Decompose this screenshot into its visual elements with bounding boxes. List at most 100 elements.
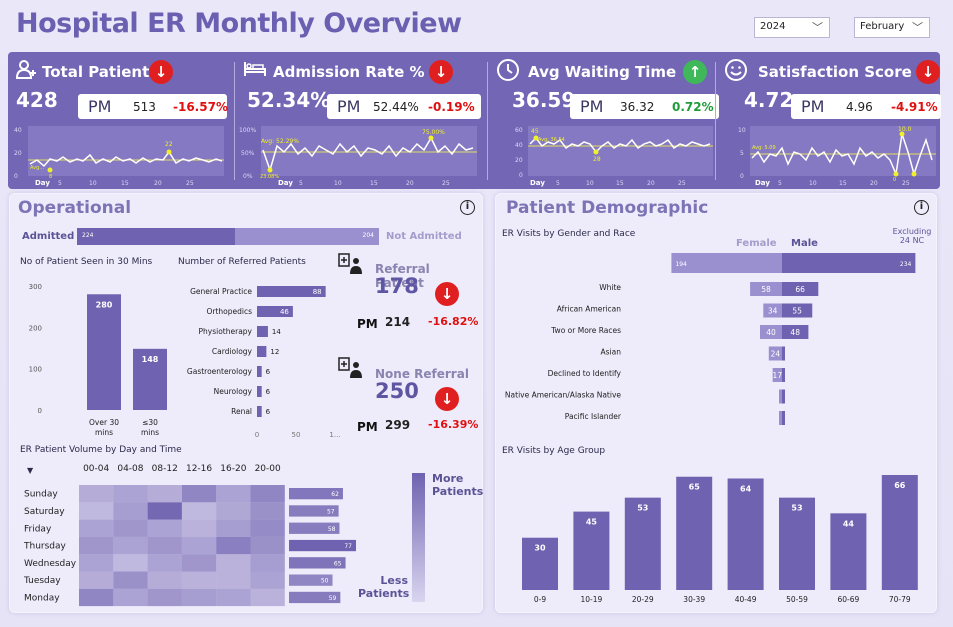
category-label: Gastroenterology [187,367,253,376]
data-label: 57 [327,508,335,515]
month-select[interactable]: February ﹀ [854,17,930,38]
total-bar [289,505,339,517]
none-referral-pm-value: 299 [385,418,411,432]
bar [257,386,262,397]
x-tick: 15 [616,180,624,187]
legend-more-label: More Patients [432,472,484,498]
age-title: ER Visits by Age Group [502,446,606,456]
data-label: 50 [321,578,329,585]
data-label: 55 [792,307,802,316]
heatmap-cell [113,588,148,607]
divider [487,62,488,180]
referral-pm-value: 214 [385,315,411,329]
heatmap-cell [113,571,148,589]
sort-caret-icon[interactable]: ▼ [27,466,34,475]
spark-avg-waiting-time: 60 40 20 0 45 Avg: 36.54 28 Day 5 10 15 … [515,126,713,187]
heatmap-cell [181,502,217,520]
heatmap-cell [250,536,285,555]
heatmap-cell [216,588,251,607]
info-icon[interactable]: i [914,200,929,215]
admitted-bar: 224 [77,228,235,245]
data-label: 6 [266,368,271,376]
data-label: 280 [96,300,113,309]
heatmap-cell [147,554,182,572]
pm-value: 52.44% [373,100,419,114]
x-tick: 25 [186,180,194,187]
y-tick: 0 [14,173,18,180]
bar [881,475,918,590]
bar [257,406,262,417]
row-label: Tuesday [23,576,61,586]
not-admitted-bar: 204 [235,228,379,245]
heatmap-cell [79,536,114,555]
y-tick: 50% [241,150,255,157]
x-tick: 25 [678,180,686,187]
data-label: 66 [894,481,906,490]
category-label: African American [557,305,621,314]
spark-admission-rate: 100% 50% 0% 75.00% Avg: 52.29% 23.08% Da… [239,126,477,187]
info-icon[interactable]: i [460,200,475,215]
max-label: 75.00% [422,129,445,136]
data-label: 66 [795,285,805,294]
row-label: Sunday [24,490,58,500]
x-tick: 5 [299,180,303,187]
x-tick: 20 [406,180,414,187]
admitted-value: 224 [82,232,94,239]
column-header: 00-04 [83,464,109,474]
row-label: Wednesday [24,559,77,569]
kpi-pm-box: PM 52.44% -0.19% [327,94,481,119]
heatmap-cell [216,519,251,537]
male-bar [782,411,785,425]
male-total-bar [782,253,916,273]
kpi-value: 4.72 [744,88,794,112]
page-title: Hospital ER Monthly Overview [16,8,462,39]
pm-value: 4.96 [846,100,873,114]
female-bar [760,325,782,339]
x-tick: 5 [556,180,560,187]
pm-change: -16.57% [173,100,228,114]
kpi-pm-box: PM 4.96 -4.91% [791,94,941,119]
male-bar [782,282,819,296]
y-tick: 40 [14,127,22,134]
max-label: 45 [531,128,539,135]
heatmap-cell [216,485,251,503]
year-select-value: 2024 [760,21,786,32]
y-tick: 10 [738,127,746,134]
spark-total-patient: 40 20 0 22 Avg... 8 Day 5 10 15 20 25 [14,126,224,187]
category-label: Orthopedics [206,307,252,316]
heatmap-cell [147,571,182,589]
avg-label: Avg: 52.29% [261,138,299,145]
heatmap-cell [250,554,285,572]
bar [257,366,262,377]
y-tick: 5 [740,150,744,157]
year-select[interactable]: 2024 ﹀ [754,17,830,38]
pm-change: 0.72% [672,100,714,114]
data-label: 77 [344,543,352,550]
data-label: 17 [773,371,783,380]
data-label: 46 [280,308,289,316]
heatmap-cell [113,519,148,537]
gender-title: ER Visits by Gender and Race [502,229,636,239]
column-header: 16-20 [220,464,246,474]
max-label: 22 [165,141,173,148]
x-label: 20-29 [632,595,654,604]
pm-label: PM [88,97,112,116]
not-admitted-label: Not Admitted [386,231,462,242]
category-label: Neurology [214,387,253,396]
x-label: 30-39 [683,595,705,604]
heatmap-cell [79,485,114,503]
x-label: Day [755,179,770,187]
column-header: 20-00 [255,464,281,474]
heatmap-cell [250,502,285,520]
heatmap-cell [147,588,182,607]
data-label: 40 [766,328,776,337]
data-label: 64 [740,484,752,493]
month-select-value: February [860,21,905,32]
legend-gradient [412,473,425,602]
arrow-down-icon: ↓ [916,60,940,84]
kpi-title: Admission Rate % [273,63,425,81]
age-group-chart: 30 0-9 45 10-19 53 20-29 65 30-39 64 40-49 53 50-59… [522,475,918,604]
heatmap-chart: 00-04 04-08 08-12 12-16 16-20 20-00 Sunday 62 Sa… [23,464,356,607]
x-label: Day [278,179,293,187]
heatmap-cell [147,502,182,520]
